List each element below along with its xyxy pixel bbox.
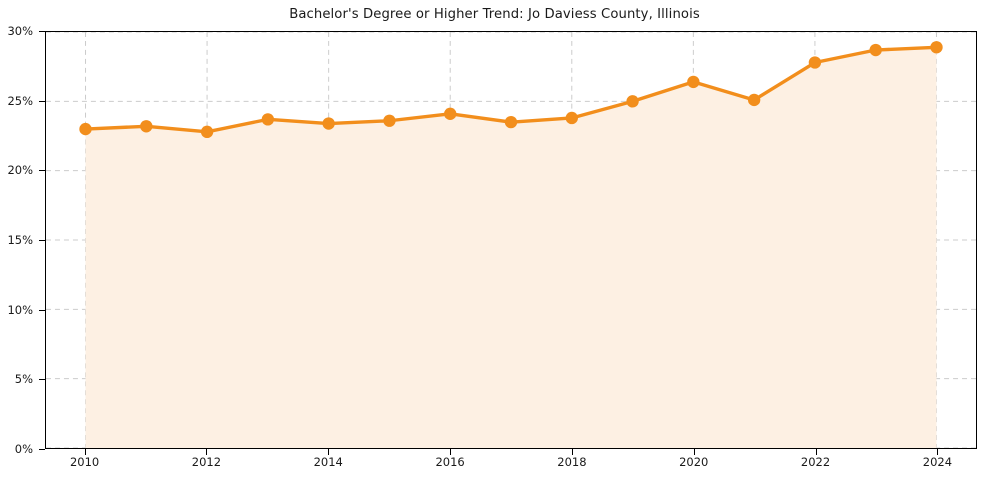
y-axis-tick-label: 30% xyxy=(7,24,33,38)
x-axis-tick-label: 2010 xyxy=(69,455,100,469)
y-axis-tick-label: 20% xyxy=(7,163,33,178)
x-axis-tick-label: 2014 xyxy=(313,455,343,469)
chart-title: Bachelor's Degree or Higher Trend: Jo Da… xyxy=(289,7,700,22)
x-axis-tick-label: 2012 xyxy=(191,455,222,469)
plot-area xyxy=(45,31,977,449)
x-axis-tick-mark xyxy=(328,449,330,455)
y-axis-tick-mark xyxy=(39,100,45,102)
x-axis-tick-mark xyxy=(937,449,939,455)
y-axis-tick-label: 25% xyxy=(7,93,33,108)
data-series-line xyxy=(79,41,943,448)
x-axis-tick-label: 2018 xyxy=(557,455,587,469)
y-axis-tick-mark xyxy=(39,309,45,311)
x-axis-tick-mark xyxy=(815,449,817,455)
x-axis-tick-mark xyxy=(571,449,573,455)
x-axis-tick-mark xyxy=(450,449,452,455)
y-axis-tick-mark xyxy=(39,379,45,381)
y-axis-tick-label: 5% xyxy=(14,372,33,387)
x-axis-tick-mark xyxy=(206,449,208,455)
x-axis-tick-label: 2016 xyxy=(435,455,465,469)
x-axis-tick-label: 2022 xyxy=(800,455,831,469)
y-axis-tick-mark xyxy=(39,240,45,241)
y-axis-tick-label: 15% xyxy=(7,233,33,247)
y-axis-tick-label: 10% xyxy=(7,302,33,317)
x-axis-tick-mark xyxy=(693,449,695,455)
y-axis-tick-label: 0% xyxy=(14,442,33,456)
x-axis-tick-label: 2024 xyxy=(922,455,953,469)
x-axis-tick-mark xyxy=(84,449,86,455)
y-axis-tick-mark xyxy=(39,31,45,32)
x-axis-tick-label: 2020 xyxy=(679,455,709,469)
y-axis-tick-mark xyxy=(39,449,45,450)
y-axis-tick-mark xyxy=(39,170,45,172)
